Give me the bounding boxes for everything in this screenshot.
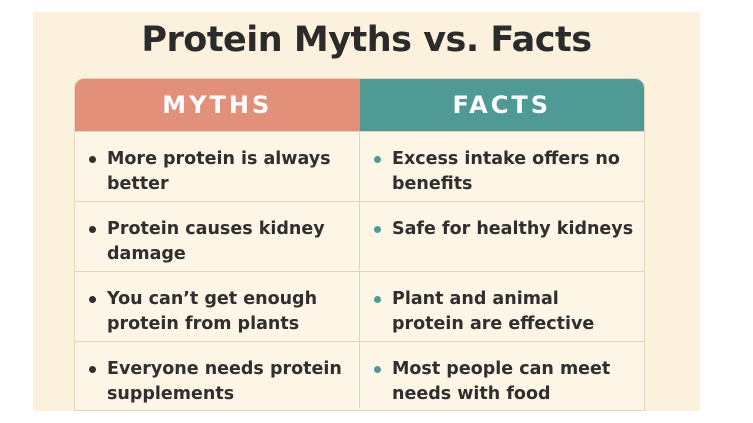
page-title: Protein Myths vs. Facts	[141, 20, 592, 60]
table-row: Everyone needs protein supplements Most …	[75, 341, 644, 408]
myth-cell: Protein causes kidney damage	[75, 202, 359, 271]
table-row: More protein is always better Excess int…	[75, 131, 644, 201]
fact-cell: Most people can meet needs with food	[359, 342, 644, 408]
myth-cell: Everyone needs protein supplements	[75, 342, 359, 408]
bullet-dot-icon	[89, 226, 96, 233]
fact-cell: Safe for healthy kidneys	[359, 202, 644, 271]
comparison-table: MYTHS FACTS More protein is always bette…	[74, 78, 645, 411]
fact-cell: Excess intake offers no benefits	[359, 132, 644, 201]
table-row: Protein causes kidney damage Safe for he…	[75, 201, 644, 271]
bullet-dot-icon	[374, 226, 381, 233]
fact-text: Excess intake offers no benefits	[392, 149, 620, 194]
table-header: MYTHS FACTS	[75, 79, 644, 131]
facts-header: FACTS	[359, 79, 644, 131]
bullet-dot-icon	[374, 366, 381, 373]
fact-text: Most people can meet needs with food	[392, 359, 611, 404]
fact-cell: Plant and animal protein are effective	[359, 272, 644, 341]
bullet-dot-icon	[374, 156, 381, 163]
bullet-dot-icon	[89, 366, 96, 373]
myth-text: Everyone needs protein supplements	[107, 359, 342, 404]
bullet-dot-icon	[374, 296, 381, 303]
myth-text: Protein causes kidney damage	[107, 219, 325, 264]
fact-text: Safe for healthy kidneys	[392, 219, 634, 239]
myth-cell: More protein is always better	[75, 132, 359, 201]
poster: Protein Myths vs. Facts MYTHS FACTS More…	[33, 12, 700, 411]
myth-cell: You can’t get enough protein from plants	[75, 272, 359, 341]
table-row: You can’t get enough protein from plants…	[75, 271, 644, 341]
myth-text: More protein is always better	[107, 149, 331, 194]
myth-text: You can’t get enough protein from plants	[107, 289, 318, 334]
fact-text: Plant and animal protein are effective	[392, 289, 595, 334]
myths-header: MYTHS	[75, 79, 360, 131]
bullet-dot-icon	[89, 296, 96, 303]
bullet-dot-icon	[89, 156, 96, 163]
